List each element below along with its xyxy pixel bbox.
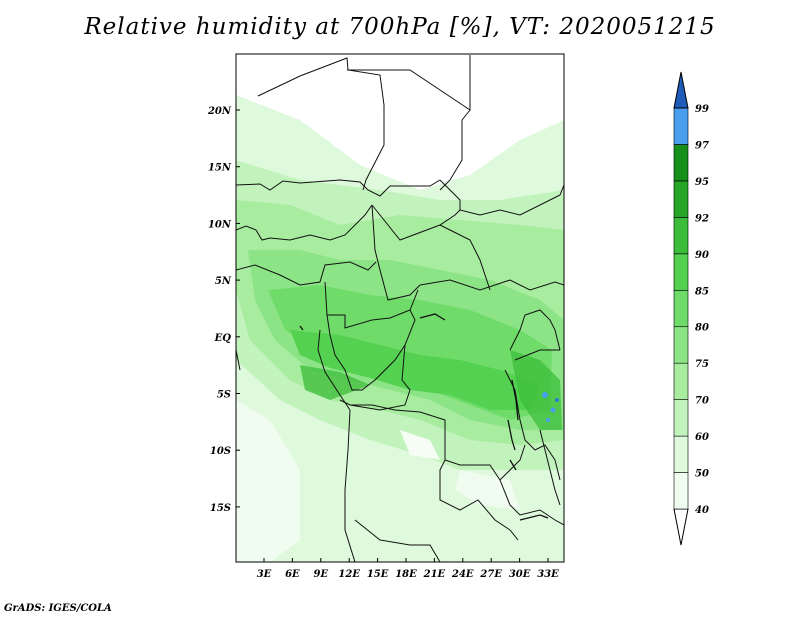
- latitude-labels: 20N 15N 10N 5N EQ 5S 10S 15S: [207, 106, 240, 514]
- lat-label: EQ: [214, 333, 232, 344]
- colorbar-max-triangle: [673, 71, 689, 109]
- colorbar-segment: [673, 289, 689, 328]
- colorbar-segment: [673, 435, 689, 473]
- colorbar-label: 85: [695, 286, 709, 297]
- colorbar-label: 90: [695, 250, 709, 261]
- lakes: [299, 313, 549, 521]
- longitude-labels: 3E 6E 9E 12E 15E 18E 21E 24E 27E 30E 33E: [257, 558, 559, 580]
- lat-label: 10N: [208, 219, 232, 230]
- colorbar-segment: [673, 472, 689, 510]
- lat-label: 15N: [208, 163, 232, 174]
- country-borders: [236, 55, 564, 562]
- colorbar-min-triangle: [673, 508, 689, 546]
- map-title: Relative humidity at 700hPa [%], VT: 202…: [84, 14, 716, 40]
- lat-label: 10S: [210, 446, 231, 457]
- colorbar-segment: [673, 253, 689, 291]
- colorbar-label: 80: [695, 323, 709, 334]
- lat-label: 20N: [207, 106, 232, 117]
- lat-label: 15S: [210, 503, 231, 514]
- credit-text: GrADS: IGES/COLA: [4, 603, 112, 614]
- colorbar-label: 50: [695, 469, 709, 480]
- lat-label: 5S: [217, 390, 231, 401]
- colorbar-label: 40: [695, 505, 709, 516]
- colorbar-label: 60: [695, 432, 709, 443]
- colorbar-segment: [673, 399, 689, 437]
- colorbar: 40 50 60 70 75 80 85 90 92 95 97 99: [673, 71, 709, 546]
- colorbar-segment: [673, 362, 689, 400]
- humidity-field: [236, 54, 564, 562]
- lon-label: 15E: [367, 569, 389, 580]
- colorbar-label: 92: [695, 213, 709, 224]
- lon-label: 12E: [338, 569, 360, 580]
- lon-label: 33E: [537, 569, 559, 580]
- lon-label: 3E: [257, 569, 272, 580]
- colorbar-label: 97: [695, 140, 709, 151]
- lon-label: 27E: [479, 569, 502, 580]
- lon-label: 21E: [423, 569, 446, 580]
- lon-label: 6E: [285, 569, 300, 580]
- lon-label: 18E: [395, 569, 417, 580]
- colorbar-label: 70: [695, 396, 709, 407]
- colorbar-segment: [673, 144, 689, 182]
- colorbar-segment: [673, 326, 689, 364]
- colorbar-segment: [673, 107, 689, 145]
- map-frame: [235, 53, 565, 563]
- colorbar-label: 95: [695, 177, 709, 188]
- lon-label: 24E: [451, 569, 474, 580]
- lon-label: 30E: [509, 569, 531, 580]
- lat-label: 5N: [215, 276, 232, 287]
- colorbar-label: 99: [695, 104, 709, 115]
- colorbar-segment: [673, 180, 689, 218]
- colorbar-label: 75: [695, 359, 709, 370]
- colorbar-segment: [673, 217, 689, 255]
- lon-label: 9E: [314, 569, 329, 580]
